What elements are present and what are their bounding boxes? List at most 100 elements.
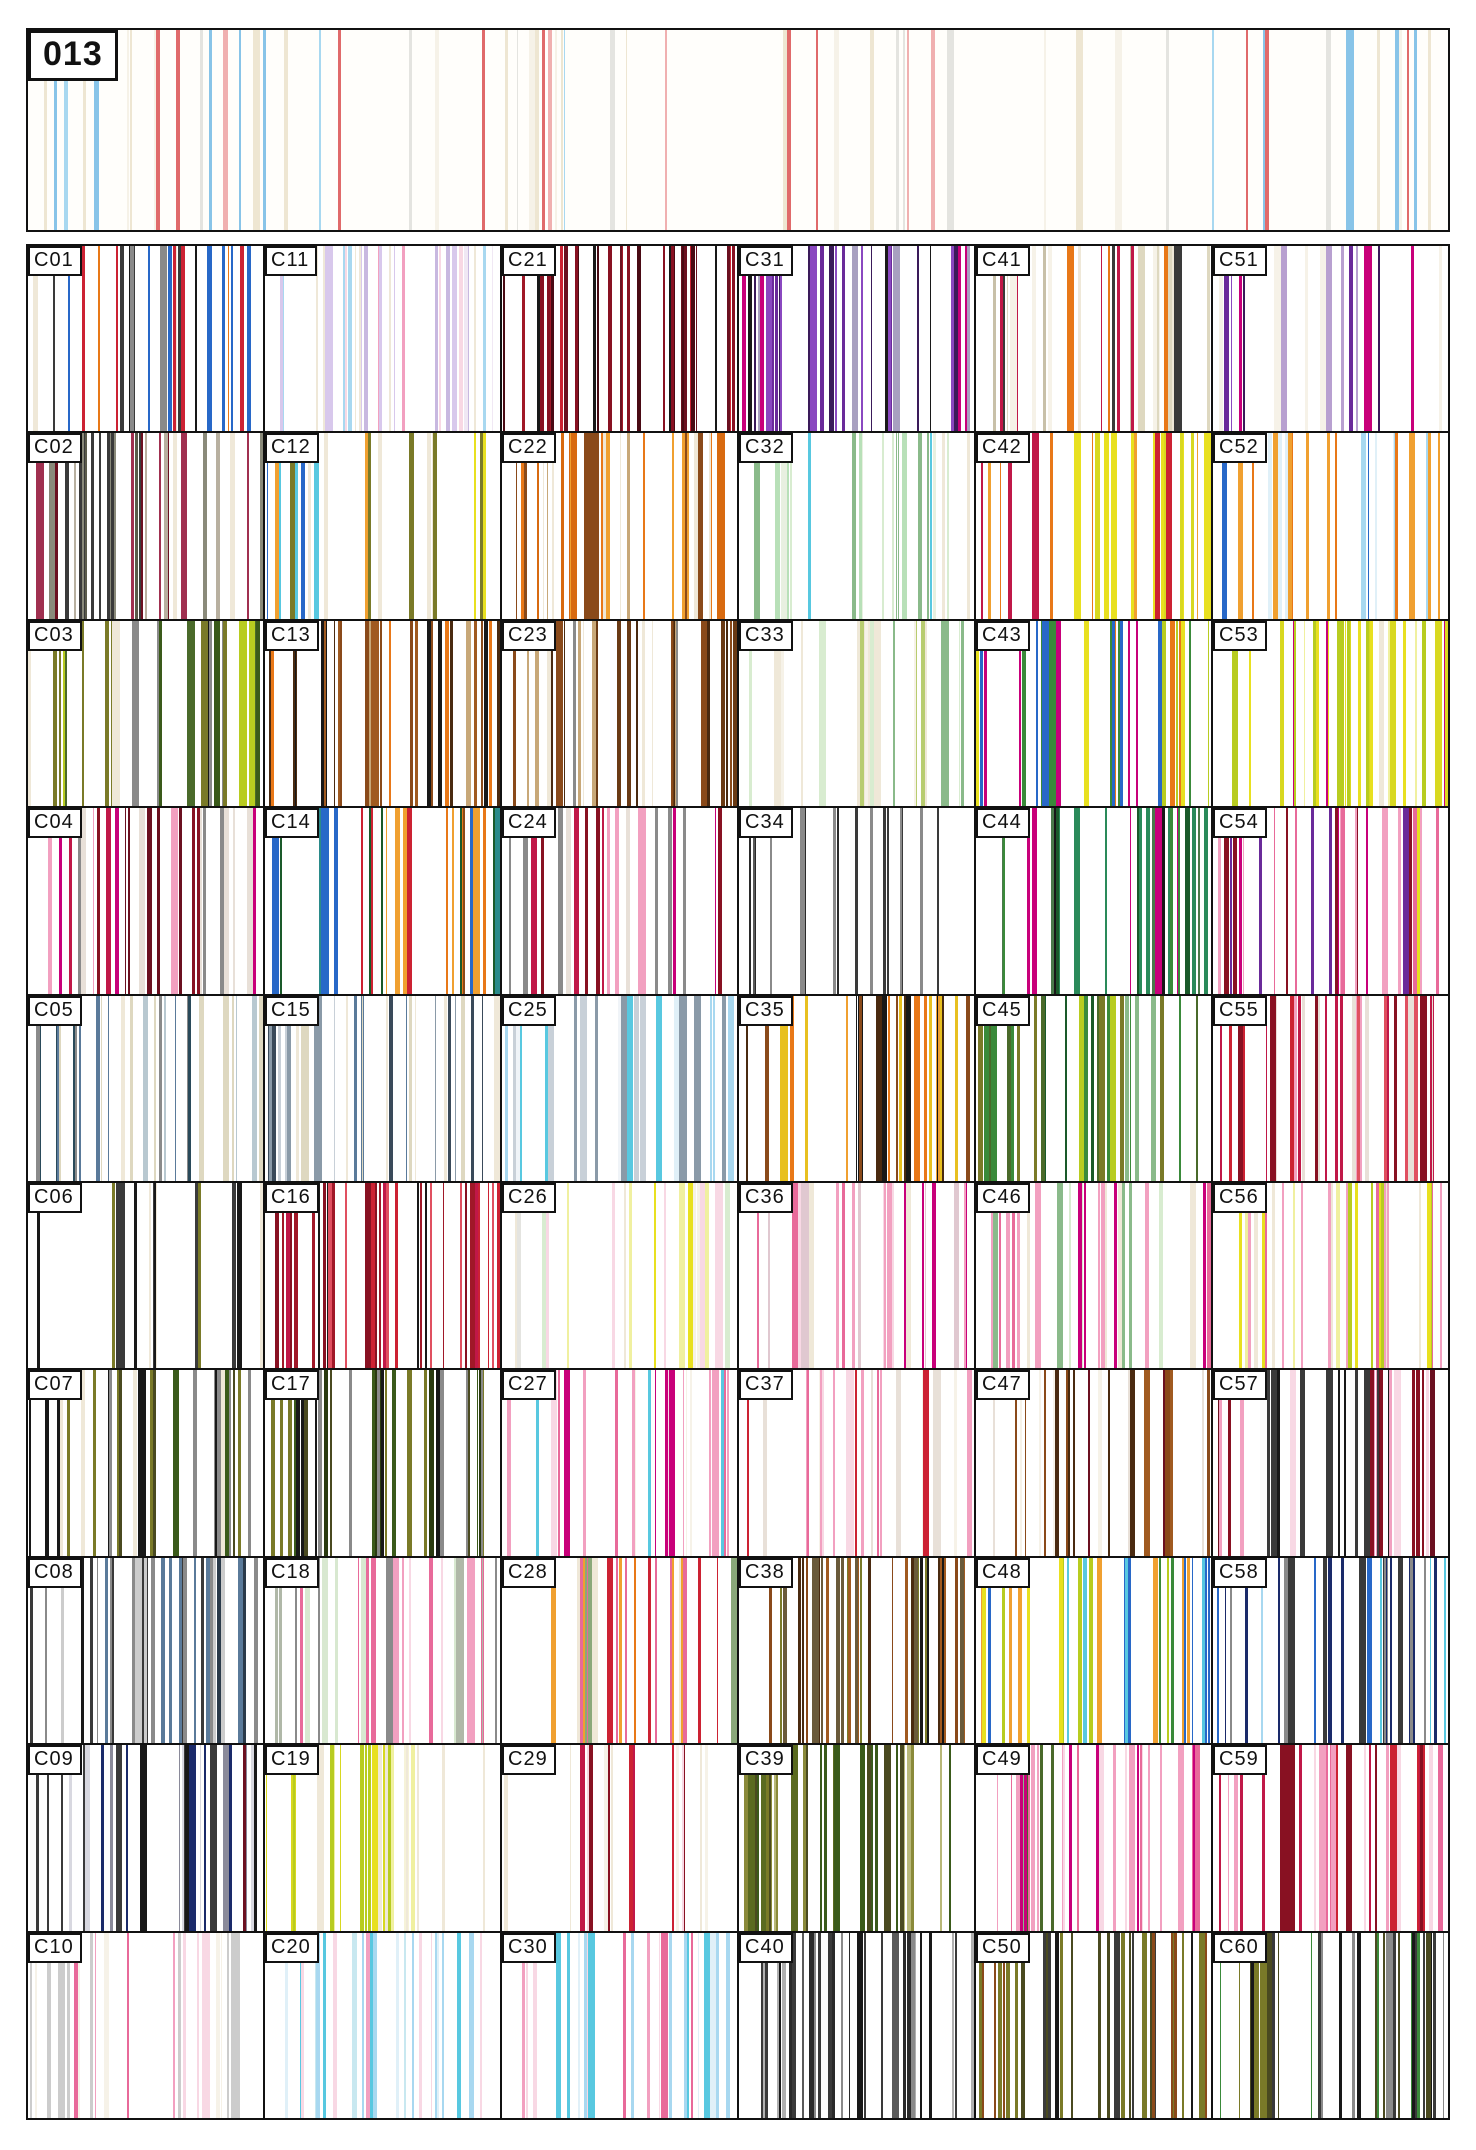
stripe: [1258, 808, 1263, 994]
stripe: [626, 433, 630, 619]
stripe: [1422, 1370, 1425, 1556]
stripe: [911, 1557, 915, 1744]
stripe: [408, 995, 413, 1181]
stripe: [278, 1557, 282, 1744]
stripe: [1322, 1745, 1327, 1931]
stripe: [1110, 620, 1115, 807]
stripe: [478, 1182, 481, 1369]
stripe: [434, 995, 437, 1181]
stripe: [917, 433, 923, 619]
stripe: [1274, 246, 1281, 432]
stripe: [634, 995, 639, 1181]
stripe: [94, 1932, 96, 2118]
stripe: [179, 1745, 181, 1931]
stripe: [697, 1182, 701, 1369]
stripe: [1291, 433, 1294, 619]
stripe: [1367, 433, 1370, 619]
stripe: [504, 30, 508, 230]
stripe: [1429, 1745, 1434, 1931]
stripe: [1207, 246, 1211, 432]
stripe: [558, 808, 563, 994]
stripe: [1405, 995, 1408, 1181]
stripe: [1178, 808, 1181, 994]
stripe: [1420, 995, 1427, 1181]
stripe: [1141, 1745, 1144, 1931]
stripe: [597, 246, 599, 432]
stripe: [227, 246, 230, 432]
stripe: [334, 995, 336, 1181]
stripe: [936, 808, 939, 994]
stripe: [987, 1557, 991, 1744]
cell-field: [739, 1745, 974, 1931]
stripe: [220, 808, 224, 994]
stripe: [409, 1557, 411, 1744]
stripe: [887, 1182, 894, 1369]
stripe: [789, 433, 792, 619]
stripe: [805, 995, 808, 1181]
stripe: [1171, 1932, 1173, 2118]
stripe: [480, 1370, 484, 1556]
stripe: [893, 620, 895, 807]
stripe: [392, 1370, 396, 1556]
stripe: [1078, 1182, 1082, 1369]
stripe: [906, 1932, 909, 2118]
stripe: [775, 246, 778, 432]
cell-label: C45: [976, 995, 1030, 1026]
stripe: [709, 1370, 712, 1556]
stripe: [1204, 808, 1209, 994]
stripe: [557, 1370, 560, 1556]
stripe: [149, 1370, 154, 1556]
cell-label: C55: [1213, 995, 1267, 1026]
stripe: [1160, 995, 1164, 1181]
stripe: [855, 995, 858, 1181]
stripe: [679, 995, 687, 1181]
stripe: [285, 995, 289, 1181]
stripe: [1381, 1182, 1385, 1369]
cell-label: C14: [265, 808, 319, 839]
stripe: [119, 246, 124, 432]
stripe-cell: C59: [1213, 1745, 1448, 1931]
stripe: [583, 433, 592, 619]
stripe: [619, 246, 622, 432]
stripe: [900, 808, 903, 994]
stripe: [895, 995, 899, 1181]
stripe: [386, 808, 388, 994]
stripe: [1230, 246, 1233, 432]
stripe: [268, 995, 277, 1181]
stripe: [1251, 1932, 1259, 2118]
stripe: [199, 995, 204, 1181]
stripe: [1159, 1745, 1162, 1931]
stripe: [80, 808, 86, 994]
stripe: [1163, 433, 1167, 619]
stripe: [896, 1370, 902, 1556]
stripe: [213, 1370, 221, 1556]
cell-label: C47: [976, 1370, 1030, 1401]
stripe: [867, 1745, 872, 1931]
cell-field: [265, 1745, 500, 1931]
stripe: [292, 620, 297, 807]
stripe: [589, 1745, 593, 1931]
stripe: [1271, 1932, 1275, 2118]
stripe: [1299, 1370, 1306, 1556]
stripe: [614, 1370, 618, 1556]
stripe: [128, 246, 131, 432]
stripe: [1278, 433, 1282, 619]
stripe: [1204, 1557, 1208, 1744]
stripe: [920, 1557, 924, 1744]
stripe: [67, 246, 71, 432]
stripe: [258, 995, 263, 1181]
stripe: [887, 808, 889, 994]
stripe: [792, 1182, 799, 1369]
stripe: [924, 1182, 927, 1369]
stripe: [173, 1932, 176, 2118]
stripe: [1357, 620, 1362, 807]
stripe: [592, 433, 600, 619]
cell-label: C34: [739, 808, 793, 839]
stripe: [698, 1932, 700, 2118]
stripe-cell: C25: [502, 995, 737, 1181]
stripe: [1414, 1932, 1418, 2118]
stripe: [377, 433, 382, 619]
stripe: [368, 1745, 371, 1931]
stripe: [65, 433, 69, 619]
stripe: [1327, 620, 1330, 807]
